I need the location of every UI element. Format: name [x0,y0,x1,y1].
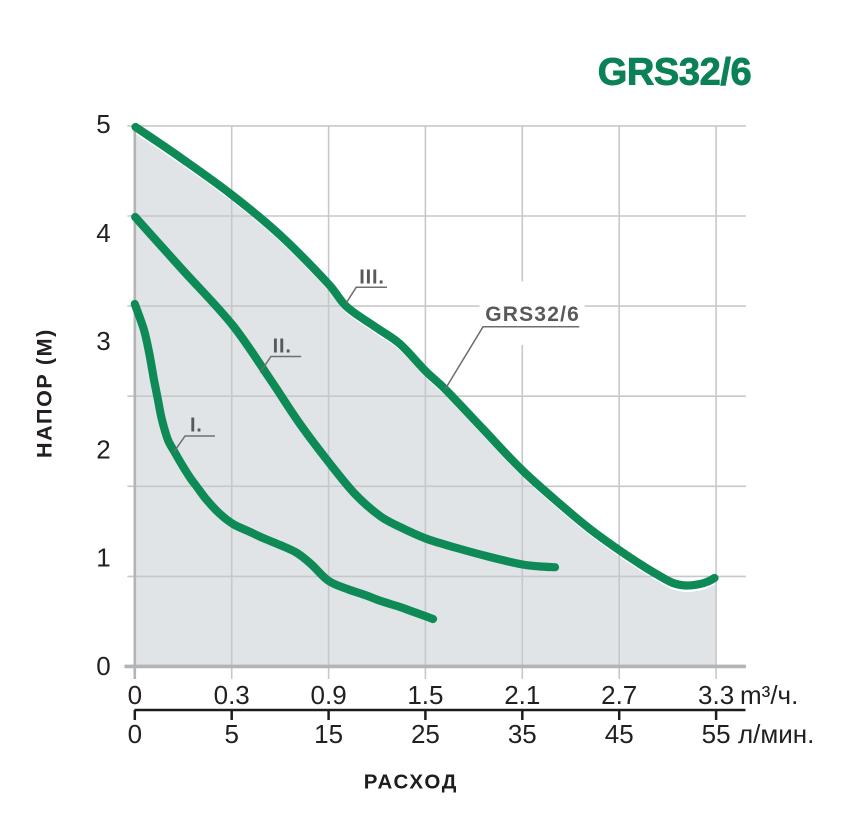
svg-text:0.3: 0.3 [214,680,250,710]
svg-text:0: 0 [128,719,142,749]
svg-text:1.5: 1.5 [407,680,443,710]
svg-text:2.1: 2.1 [504,680,540,710]
svg-text:GRS32/6: GRS32/6 [485,303,580,326]
svg-text:3.3: 3.3 [698,680,734,710]
svg-text:РАСХОД: РАСХОД [364,770,458,793]
svg-text:35: 35 [508,719,537,749]
svg-text:I.: I. [190,415,203,437]
svg-text:л/мин.: л/мин. [738,719,814,749]
svg-text:55: 55 [702,719,731,749]
svg-text:3: 3 [96,326,110,356]
svg-text:4: 4 [96,218,110,248]
svg-text:5: 5 [96,109,110,139]
svg-text:5: 5 [224,719,238,749]
svg-text:НАПОР (М): НАПОР (М) [33,328,57,458]
svg-text:15: 15 [314,719,343,749]
svg-text:1: 1 [96,543,110,573]
svg-text:III.: III. [359,266,384,288]
svg-text:45: 45 [605,719,634,749]
svg-text:0: 0 [96,651,110,681]
svg-text:0.9: 0.9 [311,680,347,710]
svg-text:m³/ч.: m³/ч. [740,680,798,710]
svg-text:II.: II. [273,335,292,357]
svg-text:0: 0 [128,680,142,710]
svg-text:GRS32/6: GRS32/6 [598,52,752,94]
svg-text:25: 25 [411,719,440,749]
svg-text:2.7: 2.7 [601,680,637,710]
svg-text:2: 2 [96,434,110,464]
